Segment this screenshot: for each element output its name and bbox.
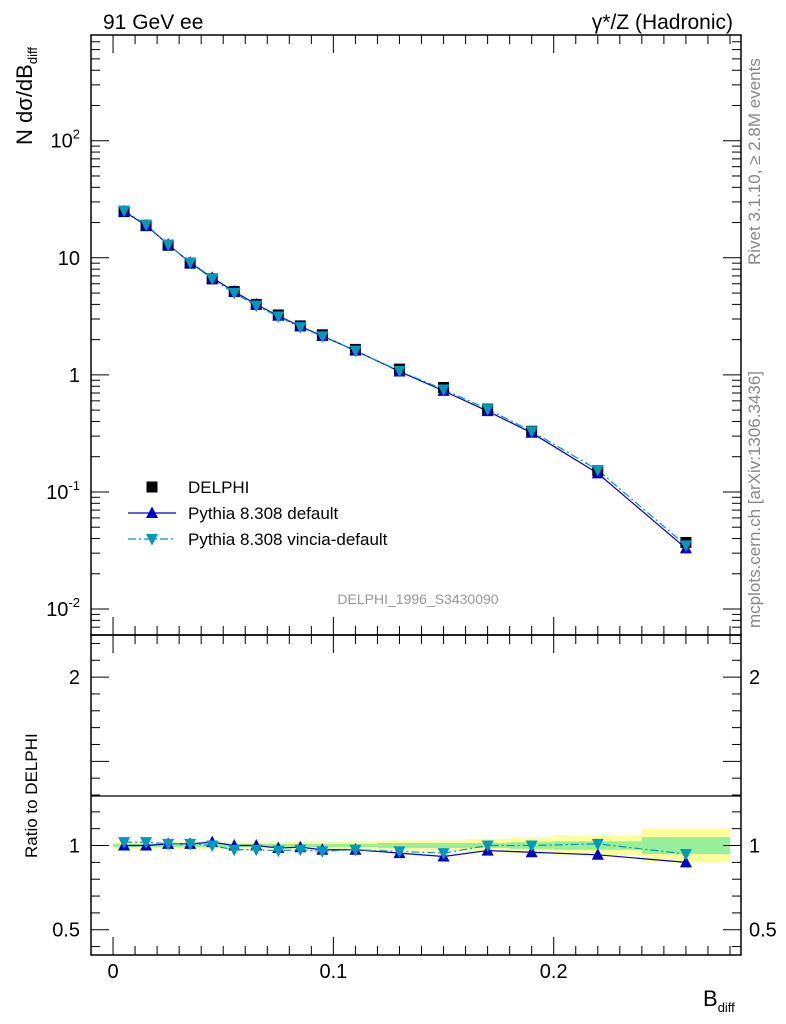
stat-uncertainty-band <box>289 843 378 848</box>
legend: DELPHI Pythia 8.308 default Pythia 8.308 v… <box>128 478 388 549</box>
ratio-point <box>679 848 692 861</box>
ratio-y-tick-label: 1 <box>69 836 80 858</box>
ratio-y-tick-label-right: 2 <box>749 667 760 689</box>
ratio-point <box>206 840 219 853</box>
mc-point <box>294 322 307 334</box>
x-tick-label: 0.1 <box>319 961 347 983</box>
mc-point <box>481 404 494 416</box>
main-y-axis-label: N dσ/dBdiff <box>12 47 40 145</box>
mc-point <box>228 288 241 300</box>
ratio-y-tick-label-right: 0.5 <box>749 920 777 942</box>
main-y-tick-label: 1 <box>69 365 80 387</box>
ratio-point <box>525 840 538 853</box>
main-y-tick-label: 10-2 <box>46 595 80 621</box>
ratio-point <box>140 837 153 849</box>
ratio-point <box>184 838 197 851</box>
ratio-panel: 0.5 0.5 1 1 2 2 0 0.1 0.2 Ratio to DELPHI Bdiff <box>22 634 777 1015</box>
legend-marker <box>146 534 158 546</box>
mc-point <box>525 426 538 438</box>
ratio-y-tick-label-right: 1 <box>749 836 760 858</box>
mc-point <box>184 257 197 270</box>
ratio-y-tick-label: 2 <box>69 667 80 689</box>
side-label-top: Rivet 3.1.10, ≥ 2.8M events <box>745 58 764 265</box>
mc-point <box>118 205 131 218</box>
main-y-tick-label: 102 <box>51 127 80 153</box>
mc-point <box>140 219 153 232</box>
stat-uncertainty-band <box>113 843 202 848</box>
ratio-y-axis-label: Ratio to DELPHI <box>22 733 41 858</box>
stat-uncertainty-band <box>377 843 466 849</box>
mc-point <box>272 311 285 324</box>
ratio-point <box>481 840 494 853</box>
main-panel: N dσ/dBdiff 10-2 10-1 1 10 102 DELPHI_1996_S… <box>12 34 742 636</box>
mc-point <box>250 300 263 313</box>
ratio-point <box>437 848 450 860</box>
side-label-bottom: mcplots.cern.ch [arXiv:1306.3436] <box>745 371 764 628</box>
legend-label: Pythia 8.308 vincia-default <box>188 530 388 549</box>
main-series-line <box>123 210 687 549</box>
ratio-point <box>118 837 131 849</box>
legend-label: DELPHI <box>188 478 249 497</box>
header-right: γ*/Z (Hadronic) <box>592 11 733 34</box>
ratio-point <box>591 838 604 851</box>
mc-point <box>316 331 329 343</box>
ratio-point <box>349 844 362 857</box>
header-left: 91 GeV ee <box>103 11 203 34</box>
watermark: DELPHI_1996_S3430090 <box>337 591 498 607</box>
mc-point <box>679 540 692 552</box>
ratio-point <box>393 846 406 858</box>
ratio-y-tick-label: 0.5 <box>52 920 80 942</box>
main-y-tick-label: 10-1 <box>46 478 80 504</box>
ratio-point <box>228 844 241 857</box>
legend-marker <box>146 481 158 493</box>
legend-label: Pythia 8.308 default <box>188 504 339 523</box>
ratio-point <box>591 848 604 860</box>
mc-point <box>591 464 604 477</box>
ratio-point <box>294 844 307 857</box>
ratio-point <box>272 845 285 858</box>
x-tick-label: 0.2 <box>540 961 568 983</box>
stat-uncertainty-band <box>641 837 730 854</box>
x-axis-label: Bdiff <box>703 986 735 1015</box>
mc-point <box>437 384 450 397</box>
ratio-point <box>316 846 329 858</box>
main-y-tick-label: 10 <box>58 248 80 270</box>
mc-point <box>393 365 406 378</box>
ratio-point <box>162 838 175 851</box>
x-tick-label: 0 <box>107 961 118 983</box>
ratio-point <box>679 855 692 868</box>
mc-point <box>206 273 219 286</box>
legend-marker <box>146 506 158 518</box>
mc-point <box>349 345 362 358</box>
ratio-point <box>250 844 263 857</box>
ratio-frame <box>90 634 742 956</box>
mc-point <box>162 239 175 251</box>
